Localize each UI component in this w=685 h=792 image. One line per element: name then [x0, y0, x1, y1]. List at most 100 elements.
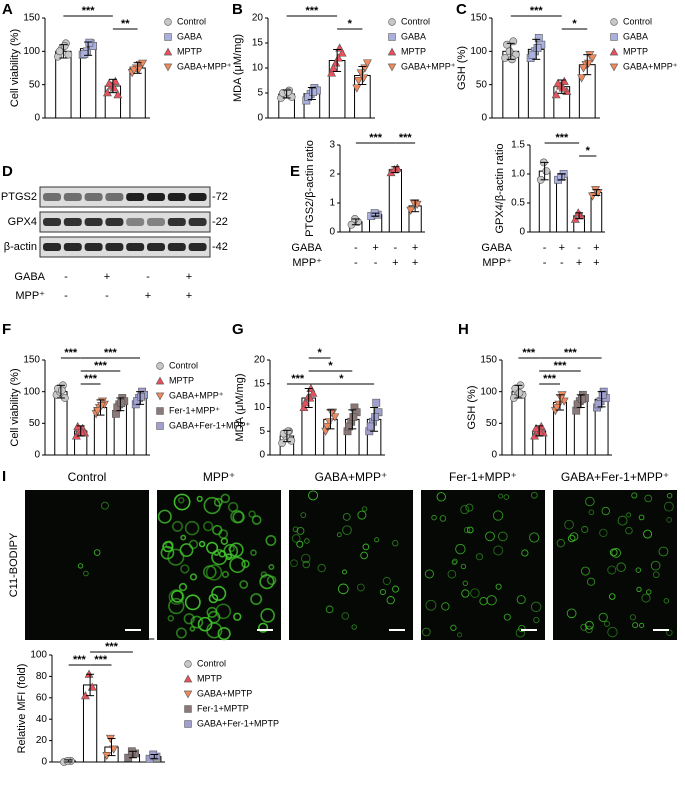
dot: [284, 427, 292, 436]
image-title: MPP⁺: [203, 470, 235, 484]
error-bar: [506, 42, 515, 60]
legend-label: Fer-1+MPP⁺: [169, 405, 220, 415]
cell: [196, 495, 203, 503]
cell: [93, 549, 101, 556]
cell: [206, 541, 219, 554]
sig-label: ***: [291, 373, 305, 385]
cell: [585, 620, 594, 630]
y-tick-label: 0: [491, 450, 497, 461]
legend-marker: [183, 690, 193, 699]
cell: [663, 598, 670, 604]
condition-mark: +: [593, 242, 599, 254]
y-tick-label: 150: [23, 13, 40, 24]
dot: [63, 757, 72, 765]
dot: [305, 393, 315, 402]
cell: [466, 526, 474, 534]
blot-size-label: -42: [212, 241, 228, 253]
y-tick-label: 0: [519, 227, 525, 238]
error-bar: [56, 384, 65, 399]
image-title: Fer-1+MPP⁺: [449, 470, 517, 484]
y-tick-label: 50: [486, 418, 498, 429]
cell: [168, 589, 185, 605]
cell: [190, 615, 204, 629]
legend-label: Control: [401, 16, 430, 26]
panel-label: E: [290, 163, 300, 180]
blot-band-label: PTGS2: [1, 191, 37, 203]
sig-label: *: [317, 347, 322, 359]
error-bar: [371, 212, 380, 217]
micrograph: [553, 490, 677, 640]
panel-label: F: [2, 321, 11, 338]
cell: [611, 548, 621, 558]
condition-mark: -: [64, 271, 68, 283]
dot: [577, 74, 587, 83]
cell: [495, 583, 502, 590]
y-tick-label: 100: [23, 46, 40, 57]
cell: [601, 506, 610, 516]
y-tick-label: 0: [41, 757, 47, 768]
cell: [530, 601, 542, 613]
cell: [629, 614, 637, 621]
cell: [217, 626, 231, 641]
dot: [578, 64, 588, 73]
cell: [607, 626, 618, 638]
condition-label: MPP⁺: [15, 290, 45, 302]
condition-label: GABA: [291, 242, 322, 254]
error-bar: [557, 79, 566, 94]
legend-label: GABA: [401, 31, 426, 41]
error-bar: [76, 425, 85, 437]
cell: [336, 532, 342, 538]
y-axis-label: GPX4/β-actin ratio: [494, 143, 506, 233]
legend-label: GABA: [623, 31, 648, 41]
cell: [302, 560, 310, 569]
dot: [371, 413, 380, 421]
cell: [465, 503, 474, 512]
cell: [157, 509, 172, 524]
y-tick-label: 50: [476, 79, 488, 90]
bar: [79, 48, 97, 119]
sig-label: ***: [64, 347, 78, 359]
cell: [521, 549, 529, 557]
error-bar: [333, 49, 342, 72]
cell: [635, 567, 642, 573]
cell: [580, 623, 588, 631]
y-tick-label: 100: [30, 650, 47, 661]
dot: [93, 407, 102, 416]
legend-marker: [609, 47, 619, 56]
sig-label: ***: [399, 132, 413, 144]
dot: [85, 38, 94, 47]
blot-band: [43, 218, 61, 226]
cell: [463, 526, 471, 534]
cell: [170, 590, 184, 603]
cell: [666, 629, 673, 636]
cell: [450, 624, 457, 631]
dot: [57, 386, 66, 395]
cell: [101, 501, 109, 510]
cell: [516, 595, 526, 605]
cell: [617, 515, 628, 526]
condition-mark: +: [145, 290, 151, 302]
condition-mark: -: [64, 290, 68, 302]
blot-band: [167, 218, 186, 226]
cell: [168, 597, 185, 615]
dot: [134, 65, 144, 74]
blot-band: [147, 193, 165, 201]
dot: [359, 74, 369, 83]
y-tick-label: 15: [254, 378, 266, 389]
dot: [598, 390, 607, 399]
condition-mark: +: [104, 271, 110, 283]
cell: [183, 613, 195, 625]
legend-label: MPTP: [623, 46, 648, 56]
legend-marker: [610, 18, 618, 26]
dot: [308, 388, 318, 397]
cell: [325, 605, 334, 614]
y-tick-label: 1: [329, 198, 335, 209]
cell: [357, 510, 367, 520]
blot-size-label: -72: [212, 191, 228, 203]
y-tick-label: 0: [257, 113, 263, 124]
y-axis-label: GSH (%): [466, 386, 478, 430]
dot: [584, 59, 593, 68]
cell: [486, 595, 497, 606]
cell: [296, 540, 304, 548]
cell: [292, 526, 299, 533]
